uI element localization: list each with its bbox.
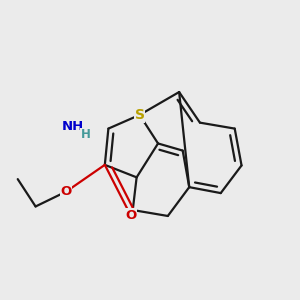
Text: NH: NH (62, 120, 84, 133)
Text: H: H (81, 128, 90, 141)
Text: S: S (135, 108, 145, 122)
Text: O: O (61, 185, 72, 198)
Text: O: O (125, 209, 136, 222)
